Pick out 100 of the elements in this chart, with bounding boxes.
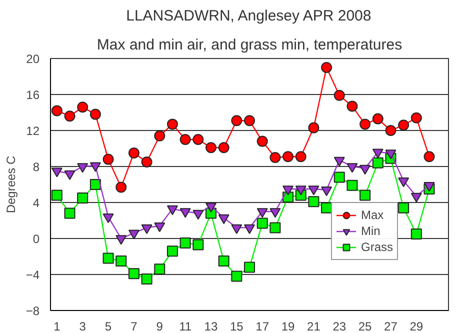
point (385, 125, 396, 136)
y-tick-label: −8 (26, 304, 40, 318)
point (372, 113, 384, 124)
y-tick-label: 0 (32, 232, 40, 246)
point (398, 202, 410, 214)
point (270, 152, 281, 163)
point (64, 208, 76, 219)
point (372, 157, 384, 168)
point (154, 264, 166, 275)
point (180, 134, 191, 145)
x-tick-label: 27 (384, 320, 398, 333)
point (282, 186, 294, 196)
y-tick-label: −4 (26, 268, 40, 282)
x-tick-label: 11 (179, 320, 192, 333)
y-tick-label: 12 (26, 124, 40, 138)
point (205, 142, 216, 154)
point (64, 110, 76, 122)
point (231, 224, 242, 234)
point (51, 168, 62, 178)
x-tick-label: 9 (156, 320, 164, 333)
point (282, 151, 294, 162)
point (192, 210, 204, 220)
point (270, 208, 281, 218)
point (141, 224, 152, 234)
point (424, 182, 435, 192)
point (398, 178, 410, 188)
chart-title: LLANSADWRN, Anglesey APR 2008 (126, 8, 372, 24)
point (231, 115, 242, 126)
point (308, 122, 320, 134)
point (244, 115, 255, 126)
point (218, 214, 230, 224)
x-tick-label: 3 (79, 320, 86, 333)
legend-label: Grass (360, 239, 393, 255)
point (410, 228, 422, 240)
point (334, 156, 345, 166)
point (360, 118, 371, 130)
point (102, 252, 114, 264)
point (90, 108, 101, 120)
y-tick-label: 20 (26, 52, 40, 66)
point (295, 186, 306, 196)
point (398, 120, 410, 131)
point (424, 151, 435, 162)
point (90, 179, 101, 190)
point (256, 208, 268, 218)
point (231, 270, 242, 282)
legend-label: Max (360, 207, 384, 223)
point (77, 102, 88, 113)
point (90, 162, 101, 172)
point (116, 256, 127, 266)
point (116, 182, 127, 193)
x-tick-label: 17 (256, 320, 270, 333)
point (128, 230, 140, 240)
point (244, 224, 255, 234)
x-tick-label: 15 (230, 320, 244, 333)
point (192, 239, 204, 250)
point (360, 190, 371, 201)
point (256, 218, 268, 229)
point (180, 238, 191, 248)
x-tick-label: 7 (130, 320, 138, 333)
point (205, 202, 216, 212)
point (128, 148, 140, 158)
point (116, 235, 127, 245)
point (321, 186, 332, 196)
point (128, 268, 140, 280)
x-tick-label: 23 (332, 320, 346, 333)
point (51, 190, 62, 201)
point (385, 150, 396, 160)
point (308, 196, 320, 208)
point (256, 136, 268, 147)
point (77, 192, 88, 204)
point (141, 156, 152, 168)
x-tick-label: 21 (307, 320, 321, 333)
y-tick-label: 4 (32, 196, 40, 210)
y-axis-title: Degrees C (4, 155, 18, 214)
y-tick-label: 8 (32, 160, 40, 174)
point (166, 118, 178, 130)
legend-label: Min (360, 223, 381, 239)
point (102, 214, 114, 224)
point (166, 205, 178, 216)
point (154, 130, 166, 142)
point (410, 192, 422, 202)
x-tick-label: 1 (54, 320, 61, 333)
point (360, 164, 371, 175)
point (372, 148, 384, 158)
point (295, 151, 306, 162)
point (321, 62, 332, 73)
point (346, 163, 358, 173)
point (51, 105, 62, 116)
point (77, 163, 88, 173)
chart-subtitle: Max and min air, and grass min, temperatures (96, 36, 402, 54)
point (64, 170, 76, 180)
point (154, 222, 166, 232)
x-tick-label: 5 (104, 320, 112, 333)
point (192, 134, 204, 145)
point (346, 180, 358, 191)
x-tick-label: 19 (281, 320, 296, 333)
point (346, 100, 358, 112)
point (334, 172, 345, 183)
point (180, 208, 191, 218)
point (244, 262, 255, 273)
